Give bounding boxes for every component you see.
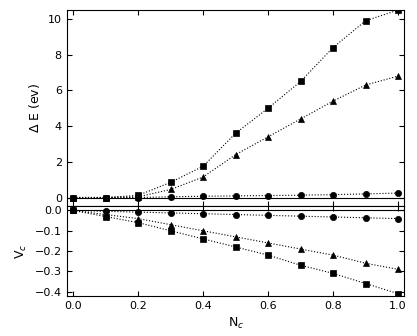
Y-axis label: V$_c$: V$_c$ — [14, 243, 29, 259]
X-axis label: N$_c$: N$_c$ — [228, 316, 244, 331]
Y-axis label: $\Delta$ E (ev): $\Delta$ E (ev) — [27, 83, 42, 133]
